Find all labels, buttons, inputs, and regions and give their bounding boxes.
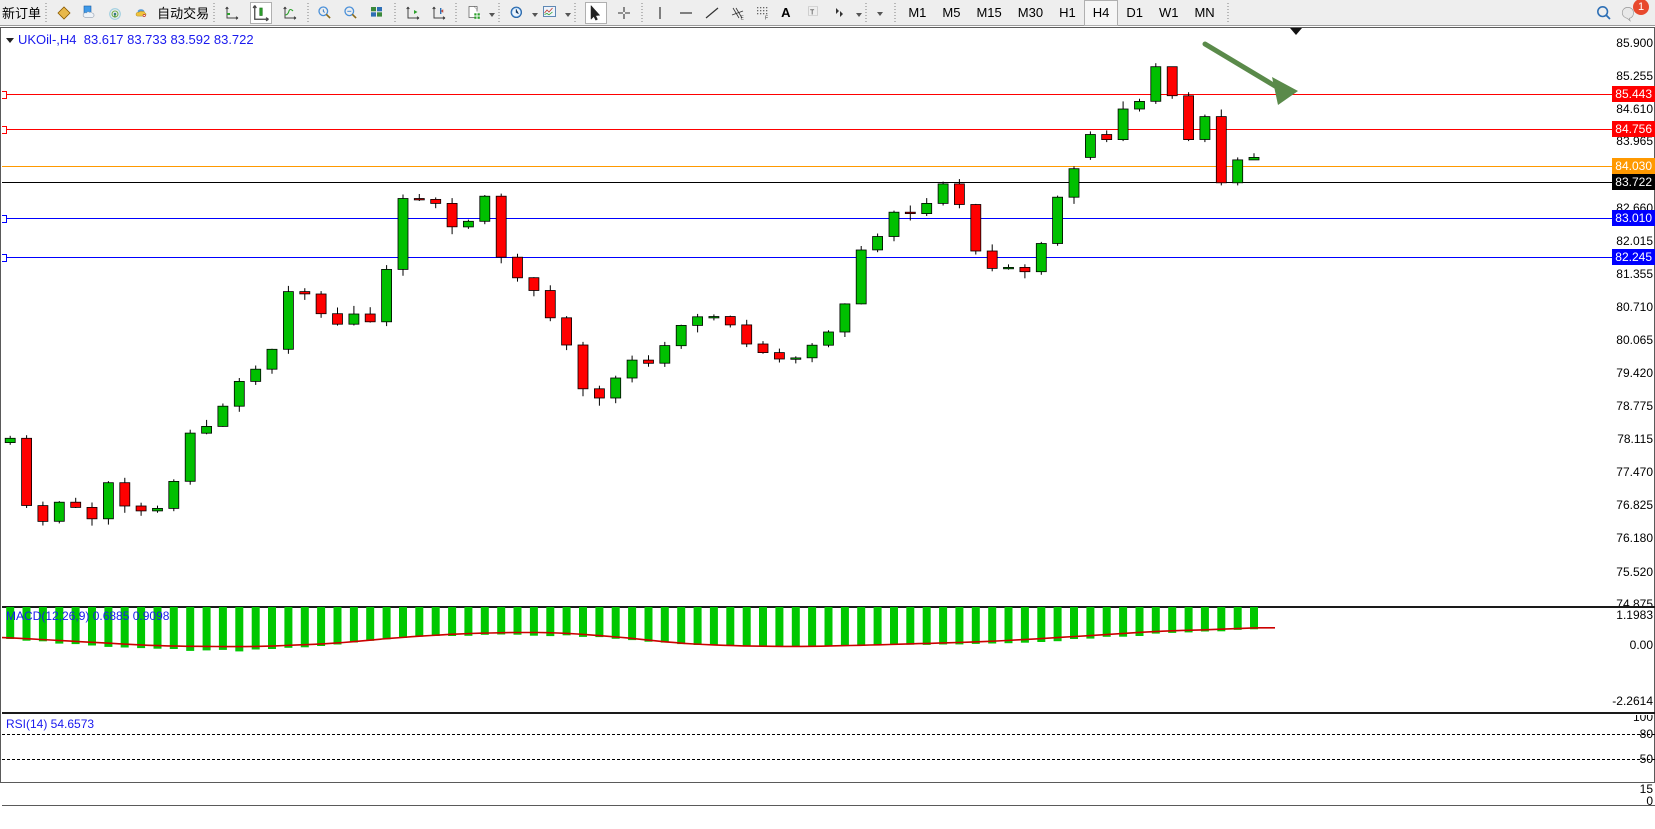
svg-text:T: T xyxy=(810,9,815,16)
svg-text:E: E xyxy=(740,15,744,21)
svg-text:F: F xyxy=(765,15,768,21)
